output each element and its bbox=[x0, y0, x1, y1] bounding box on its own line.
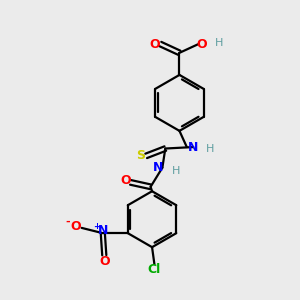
Text: O: O bbox=[120, 174, 130, 188]
Text: O: O bbox=[99, 255, 110, 268]
Text: H: H bbox=[206, 144, 214, 154]
Text: H: H bbox=[214, 38, 223, 47]
Text: +: + bbox=[93, 222, 100, 231]
Text: O: O bbox=[70, 220, 81, 233]
Text: -: - bbox=[65, 216, 70, 226]
Text: N: N bbox=[98, 224, 108, 237]
Text: Cl: Cl bbox=[148, 263, 161, 276]
Text: N: N bbox=[188, 141, 199, 154]
Text: H: H bbox=[171, 166, 180, 176]
Text: S: S bbox=[136, 149, 146, 162]
Text: O: O bbox=[150, 38, 160, 50]
Text: N: N bbox=[153, 161, 163, 174]
Text: O: O bbox=[196, 38, 207, 50]
